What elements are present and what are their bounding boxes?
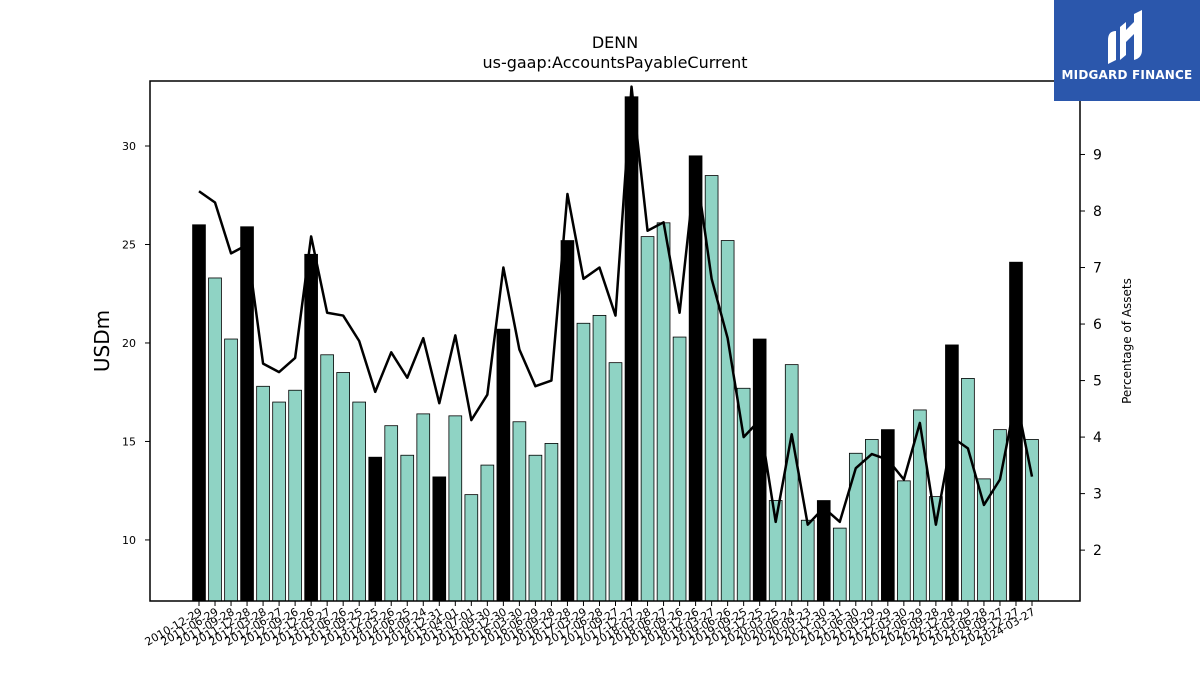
- bar-2014-03-26: [384, 425, 399, 602]
- bar-2020-12-30: [816, 500, 831, 602]
- bar-2014-12-31: [432, 476, 447, 602]
- bar-2022-12-28: [945, 344, 959, 602]
- bar-2015-09-30: [480, 464, 495, 602]
- bar-2016-09-28: [544, 443, 559, 602]
- y-tick-label: 25: [122, 238, 136, 251]
- y2-tick-label: 2: [1093, 543, 1102, 559]
- bar-2021-12-29: [881, 429, 895, 602]
- bar-2020-09-23: [800, 519, 815, 602]
- bar-2019-09-25: [736, 387, 751, 602]
- bar-2018-03-28: [640, 236, 655, 602]
- bar-2015-04-01: [448, 415, 463, 602]
- bar-2015-07-01: [464, 494, 479, 602]
- bar-2021-06-30: [848, 452, 863, 602]
- bar-2022-09-28: [929, 496, 943, 602]
- bar-2024-03-27: [1025, 439, 1039, 602]
- bar-2018-06-27: [656, 222, 671, 602]
- brand-logo: MIDGARD FINANCE: [1054, 0, 1200, 101]
- bar-2018-12-26: [688, 155, 703, 602]
- bar-2023-12-27: [1009, 261, 1023, 602]
- y-tick-label: 10: [122, 534, 136, 547]
- bar-2012-12-26: [304, 253, 318, 602]
- y2-tick-label: 3: [1093, 487, 1102, 503]
- bar-2021-09-29: [865, 439, 879, 602]
- y2-tick-label: 7: [1093, 261, 1102, 277]
- y2-tick-label: 9: [1093, 147, 1102, 163]
- bar-2010-12-29: [192, 224, 206, 602]
- chart-title: DENN: [591, 33, 639, 52]
- line-series-group: [198, 85, 1034, 526]
- bar-2011-09-28: [224, 338, 238, 602]
- bar-2016-03-30: [512, 421, 527, 602]
- y2-tick-label: 5: [1093, 374, 1102, 390]
- y2-tick-label: 4: [1093, 430, 1102, 446]
- percentage-line: [198, 85, 1034, 526]
- y2-tick-label: 6: [1093, 317, 1102, 333]
- bar-2018-09-26: [672, 336, 687, 602]
- bar-2013-03-27: [320, 354, 334, 602]
- bar-2019-06-26: [720, 240, 735, 602]
- bar-2012-03-28: [256, 385, 270, 602]
- logo-mark-icon: [1108, 10, 1142, 64]
- bar-2022-03-30: [897, 480, 911, 602]
- bar-2017-12-27: [624, 96, 639, 602]
- bar-2017-03-29: [576, 322, 591, 602]
- bar-2016-06-29: [528, 454, 543, 602]
- bar-2014-09-24: [416, 413, 431, 602]
- bar-2017-09-27: [608, 362, 623, 602]
- bar-2017-06-28: [592, 314, 607, 602]
- bar-2021-03-31: [832, 527, 847, 602]
- bar-2020-06-24: [784, 364, 799, 602]
- y-tick-label: 15: [122, 435, 136, 448]
- y2-tick-label: 8: [1093, 204, 1102, 220]
- y-tick-label: 30: [122, 140, 136, 153]
- right-axis-ticks: 2 3 4 5 6 7 8 9: [1080, 147, 1102, 559]
- bar-2012-06-27: [272, 401, 286, 602]
- chart-subtitle: us-gaap:AccountsPayableCurrent: [482, 53, 748, 72]
- bar-2015-12-30: [496, 328, 511, 602]
- bar-2019-12-25: [752, 338, 767, 602]
- bar-2013-09-25: [352, 401, 366, 602]
- bar-2012-09-26: [288, 389, 302, 602]
- logo-text: MIDGARD FINANCE: [1061, 68, 1193, 82]
- bar-2023-03-29: [961, 378, 975, 602]
- bar-2013-06-26: [336, 372, 350, 602]
- bar-2013-12-25: [368, 456, 383, 602]
- y-axis-label: USDm: [90, 309, 114, 373]
- x-axis-ticks: 2010-12-292011-06-292011-09-282011-12-28…: [143, 601, 1038, 649]
- y2-axis-label: Percentage of Assets: [1120, 278, 1134, 404]
- bar-2016-12-28: [560, 240, 575, 602]
- y-tick-label: 20: [122, 337, 136, 350]
- bar-2014-06-25: [400, 454, 415, 602]
- left-axis-ticks: 10 15 20 25 30: [122, 140, 150, 547]
- bar-group: [192, 96, 1039, 602]
- bar-2011-06-29: [208, 277, 222, 602]
